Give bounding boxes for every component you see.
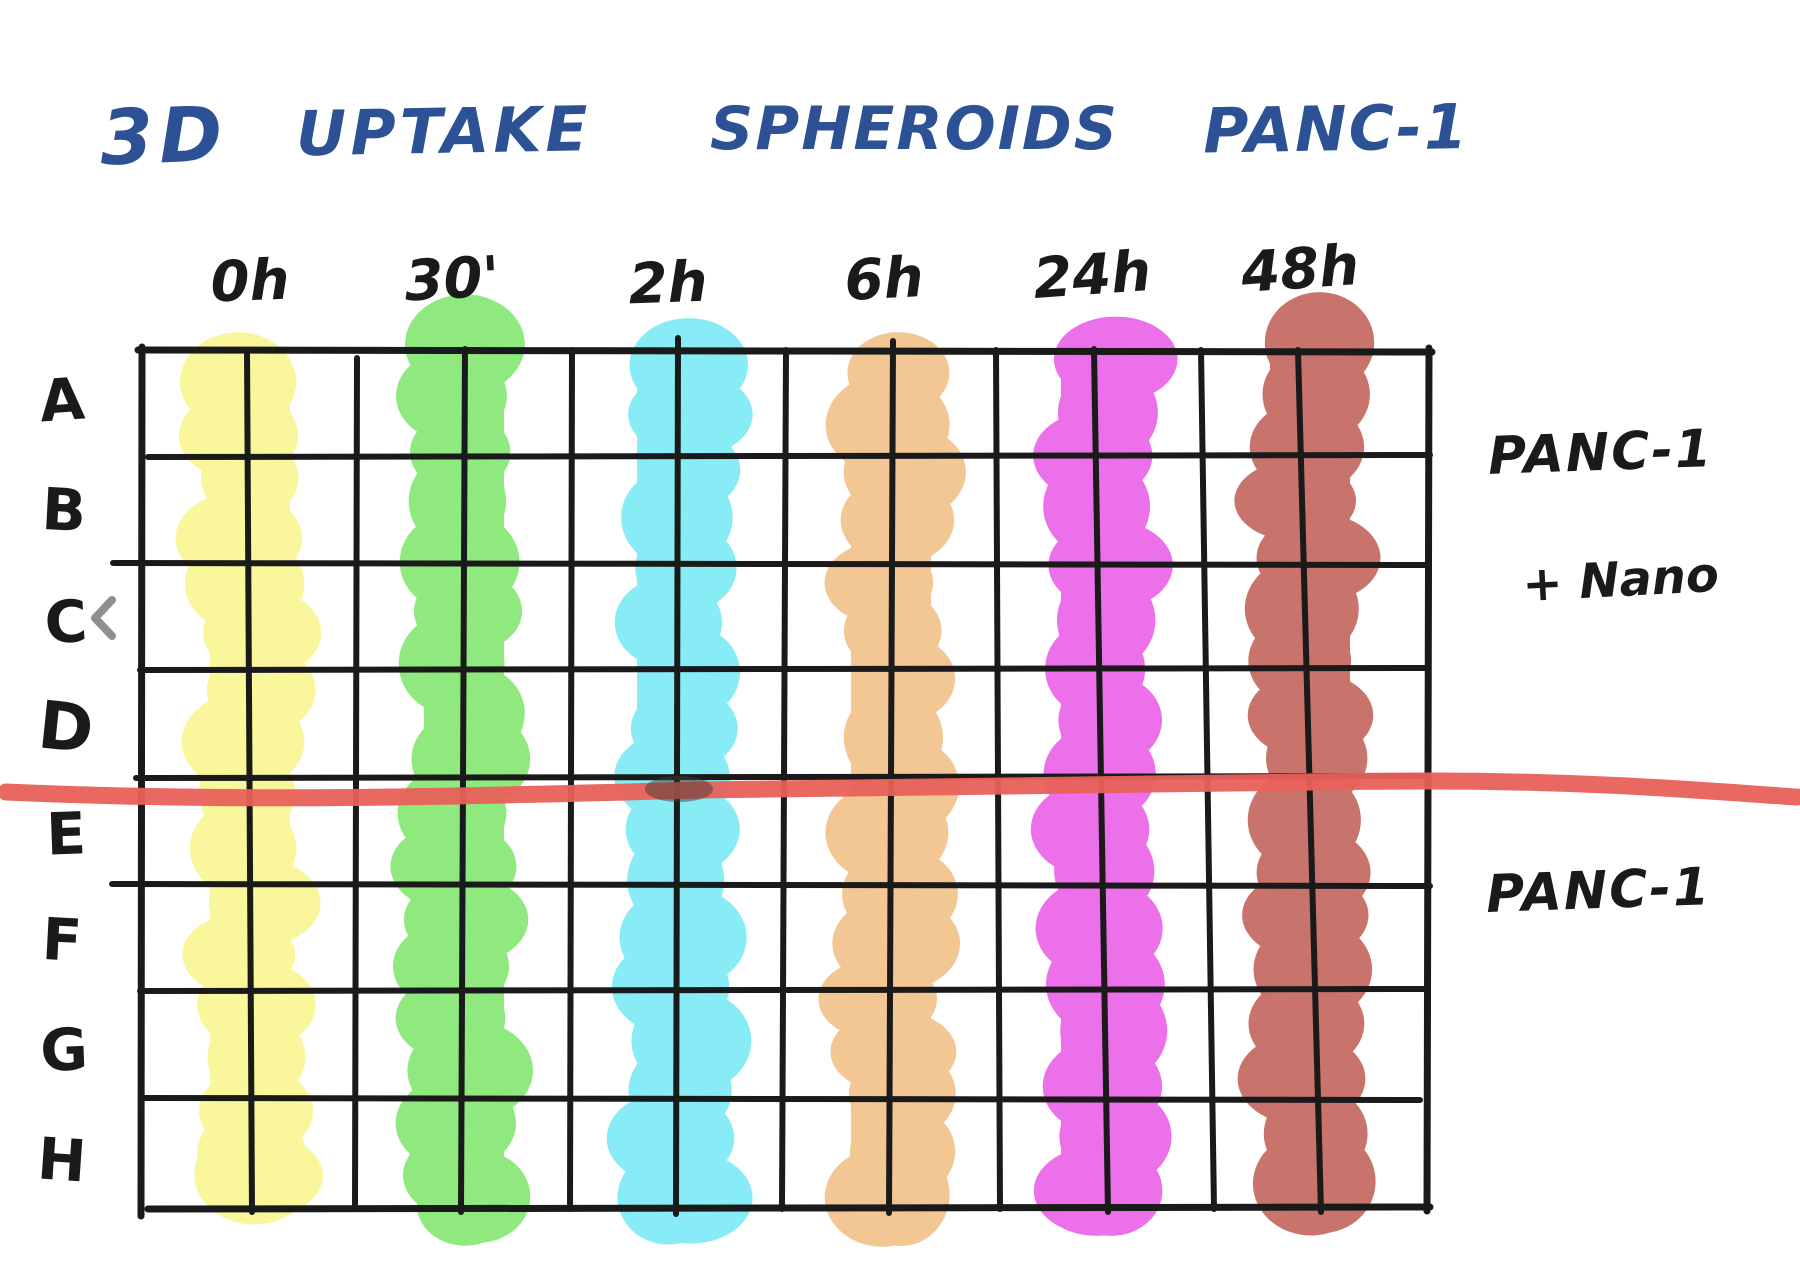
grid-hline-0: [134, 346, 1436, 356]
red-divider-line: [0, 772, 1800, 807]
row-label-d: D: [35, 686, 98, 768]
title-word-spheroids: SPHEROIDS: [710, 94, 1119, 164]
title-word-3d: 3D: [99, 89, 230, 182]
marker-overlap-smudge: [645, 776, 713, 802]
grid-hline-7: [140, 1095, 1423, 1103]
column-header-24h: 24h: [1031, 239, 1153, 312]
grid-hline-3: [137, 665, 1428, 673]
section-labels: PANC-1 + Nano PANC-1: [1485, 419, 1720, 925]
row-label-e: E: [45, 799, 87, 868]
grid-vline-3: [458, 346, 468, 1215]
grid-hline-6: [137, 986, 1430, 994]
title-word-panc1: PANC-1: [1202, 90, 1469, 168]
grid-vline-2: [352, 355, 360, 1212]
row-label-c: C: [43, 587, 89, 657]
title-word-uptake: UPTAKE: [295, 92, 592, 170]
row-label-f: F: [40, 905, 83, 975]
row-label-a: A: [37, 365, 87, 436]
section-bottom-right-cellline: PANC-1: [1485, 857, 1712, 925]
column-headers: 0h 30' 2h 6h 24h 48h: [210, 233, 1362, 317]
column-header-2h: 2h: [628, 250, 709, 318]
row-label-h: H: [35, 1124, 88, 1195]
grid-hline-1: [145, 452, 1433, 460]
grid-hline-5: [109, 881, 1433, 889]
column-header-0h: 0h: [210, 248, 291, 316]
plate-grid-lines: [109, 335, 1436, 1220]
row-label-b: B: [40, 475, 88, 545]
page-title: 3D UPTAKE SPHEROIDS PANC-1: [99, 89, 1470, 182]
stripe-48h: [1234, 292, 1381, 1236]
grid-hline-2: [110, 560, 1431, 568]
section-top-right-treatment: + Nano: [1521, 547, 1720, 613]
row-labels: A B C D E F G H: [35, 365, 98, 1196]
column-header-30m: 30': [403, 245, 501, 315]
column-header-48h: 48h: [1238, 233, 1361, 306]
row-label-g: G: [39, 1015, 89, 1085]
grid-vline-1: [244, 348, 255, 1215]
grid-vline-0: [137, 343, 146, 1220]
grid-hline-8: [144, 1203, 1434, 1213]
column-header-6h: 6h: [843, 245, 925, 314]
section-top-right-cellline: PANC-1: [1487, 419, 1714, 487]
collapse-chevron-icon[interactable]: [91, 596, 116, 640]
